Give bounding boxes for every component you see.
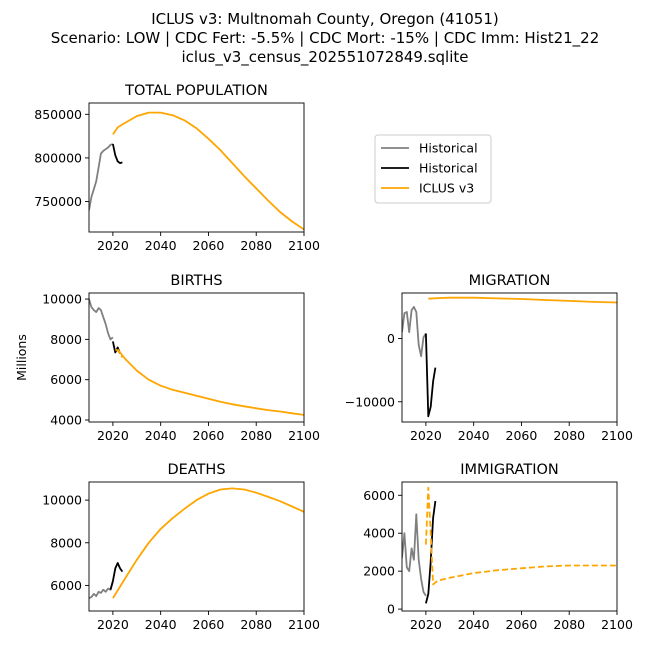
figure-title-line-1: ICLUS v3: Multnomah County, Oregon (4105… (151, 10, 499, 28)
migration-xtick-label: 2080 (553, 428, 585, 443)
immigration-ytick-label: 6000 (363, 488, 395, 503)
total-xtick-label: 2100 (288, 238, 320, 253)
deaths-series (89, 487, 304, 600)
total-title: TOTAL POPULATION (124, 83, 268, 99)
births-ylabel: Millions (14, 334, 29, 381)
births-series (89, 298, 304, 416)
total-series-iclus-line (112, 111, 304, 231)
legend-label-historical-gray: Historical (419, 141, 478, 156)
chart-panels: TOTAL POPULATION 2020 2040 2060 2080 2100 7500… (14, 83, 633, 632)
migration-series-iclus-line (428, 296, 617, 304)
births-xtick-label: 2040 (145, 428, 177, 443)
migration-series-hist-gray-line (402, 305, 427, 358)
births-xtick-label: 2080 (240, 428, 272, 443)
immigration-xtick-label: 2060 (506, 617, 538, 632)
migration-xtick-label: 2100 (601, 428, 633, 443)
immigration-series-hist-black-line (425, 500, 437, 604)
deaths-xtick-label: 2060 (193, 617, 225, 632)
births-xtick-label: 2020 (97, 428, 129, 443)
immigration-axes-frame (401, 481, 618, 612)
immigration-xtick-label: 2040 (458, 617, 490, 632)
births-series-iclus-line (116, 348, 304, 416)
panel-deaths: DEATHS 2020 2040 2060 2080 2100 6000 8000 10000 (42, 462, 320, 632)
births-ytick-label: 4000 (50, 412, 82, 427)
figure-title: ICLUS v3: Multnomah County, Oregon (4105… (51, 10, 600, 67)
legend-label-historical-black: Historical (419, 161, 478, 176)
migration-title: MIGRATION (469, 273, 551, 289)
panel-births: BIRTHS 2020 2040 2060 2080 2100 4000 6000 8000 10… (14, 273, 320, 443)
total-xtick-label: 2020 (97, 238, 129, 253)
deaths-xtick-label: 2020 (97, 617, 129, 632)
immigration-title: IMMIGRATION (460, 462, 558, 478)
births-xtick-label: 2100 (288, 428, 320, 443)
deaths-ytick-label: 10000 (42, 493, 82, 508)
births-axes-frame (88, 292, 305, 423)
migration-ytick-label: −10000 (345, 394, 395, 409)
figure-title-line-2: Scenario: LOW | CDC Fert: -5.5% | CDC Mo… (51, 29, 600, 48)
migration-series-hist-black-line (425, 333, 437, 418)
immigration-series-iclus-dash-line (425, 486, 617, 586)
total-ytick-label: 850000 (34, 107, 82, 122)
deaths-title: DEATHS (167, 462, 225, 478)
figure-title-line-3: iclus_v3_census_202551072849.sqlite (181, 48, 468, 67)
deaths-ytick-label: 6000 (50, 578, 82, 593)
total-xtick-label: 2060 (193, 238, 225, 253)
migration-xtick-label: 2040 (458, 428, 490, 443)
total-ytick-label: 800000 (34, 150, 82, 165)
panel-immigration: IMMIGRATION 2020 2040 2060 2080 2100 0 2000 4000… (363, 462, 633, 632)
migration-series (402, 296, 617, 418)
births-ytick-label: 8000 (50, 332, 82, 347)
immigration-ytick-label: 4000 (363, 526, 395, 541)
panel-migration: MIGRATION 2020 2040 2060 2080 2100 −10000 0 (345, 273, 633, 443)
births-ytick-label: 10000 (42, 292, 82, 307)
immigration-xtick-label: 2100 (601, 617, 633, 632)
total-xtick-label: 2040 (145, 238, 177, 253)
deaths-xtick-label: 2040 (145, 617, 177, 632)
total-axes-frame (88, 102, 305, 233)
migration-xtick-label: 2060 (506, 428, 538, 443)
immigration-ytick-label: 2000 (363, 564, 395, 579)
total-ytick-label: 750000 (34, 194, 82, 209)
deaths-xtick-label: 2100 (288, 617, 320, 632)
total-series-hist-black-line (112, 143, 123, 165)
total-series-hist-gray-line (89, 143, 114, 211)
deaths-series-iclus-line (112, 487, 304, 599)
immigration-series-hist-gray-line (402, 513, 427, 597)
deaths-series-hist-gray-line (89, 580, 114, 600)
immigration-xtick-label: 2020 (410, 617, 442, 632)
legend-label-iclus: ICLUS v3 (419, 181, 474, 196)
migration-xtick-label: 2020 (410, 428, 442, 443)
births-series-hist-gray-line (89, 298, 114, 341)
migration-axes-frame (401, 292, 618, 423)
legend-frame (374, 134, 492, 204)
births-title: BIRTHS (170, 273, 222, 289)
panel-total: TOTAL POPULATION 2020 2040 2060 2080 2100 7500… (34, 83, 320, 253)
deaths-xtick-label: 2080 (240, 617, 272, 632)
migration-ytick-label: 0 (387, 331, 395, 346)
immigration-xtick-label: 2080 (553, 617, 585, 632)
total-series (89, 111, 304, 231)
deaths-axes-frame (88, 481, 305, 612)
births-xtick-label: 2060 (193, 428, 225, 443)
deaths-ytick-label: 8000 (50, 535, 82, 550)
total-xtick-label: 2080 (240, 238, 272, 253)
immigration-series (402, 486, 617, 604)
deaths-series-hist-black-line (109, 562, 124, 590)
legend: Historical Historical ICLUS v3 (374, 134, 492, 204)
immigration-ytick-label: 0 (387, 602, 395, 617)
births-ytick-label: 6000 (50, 372, 82, 387)
